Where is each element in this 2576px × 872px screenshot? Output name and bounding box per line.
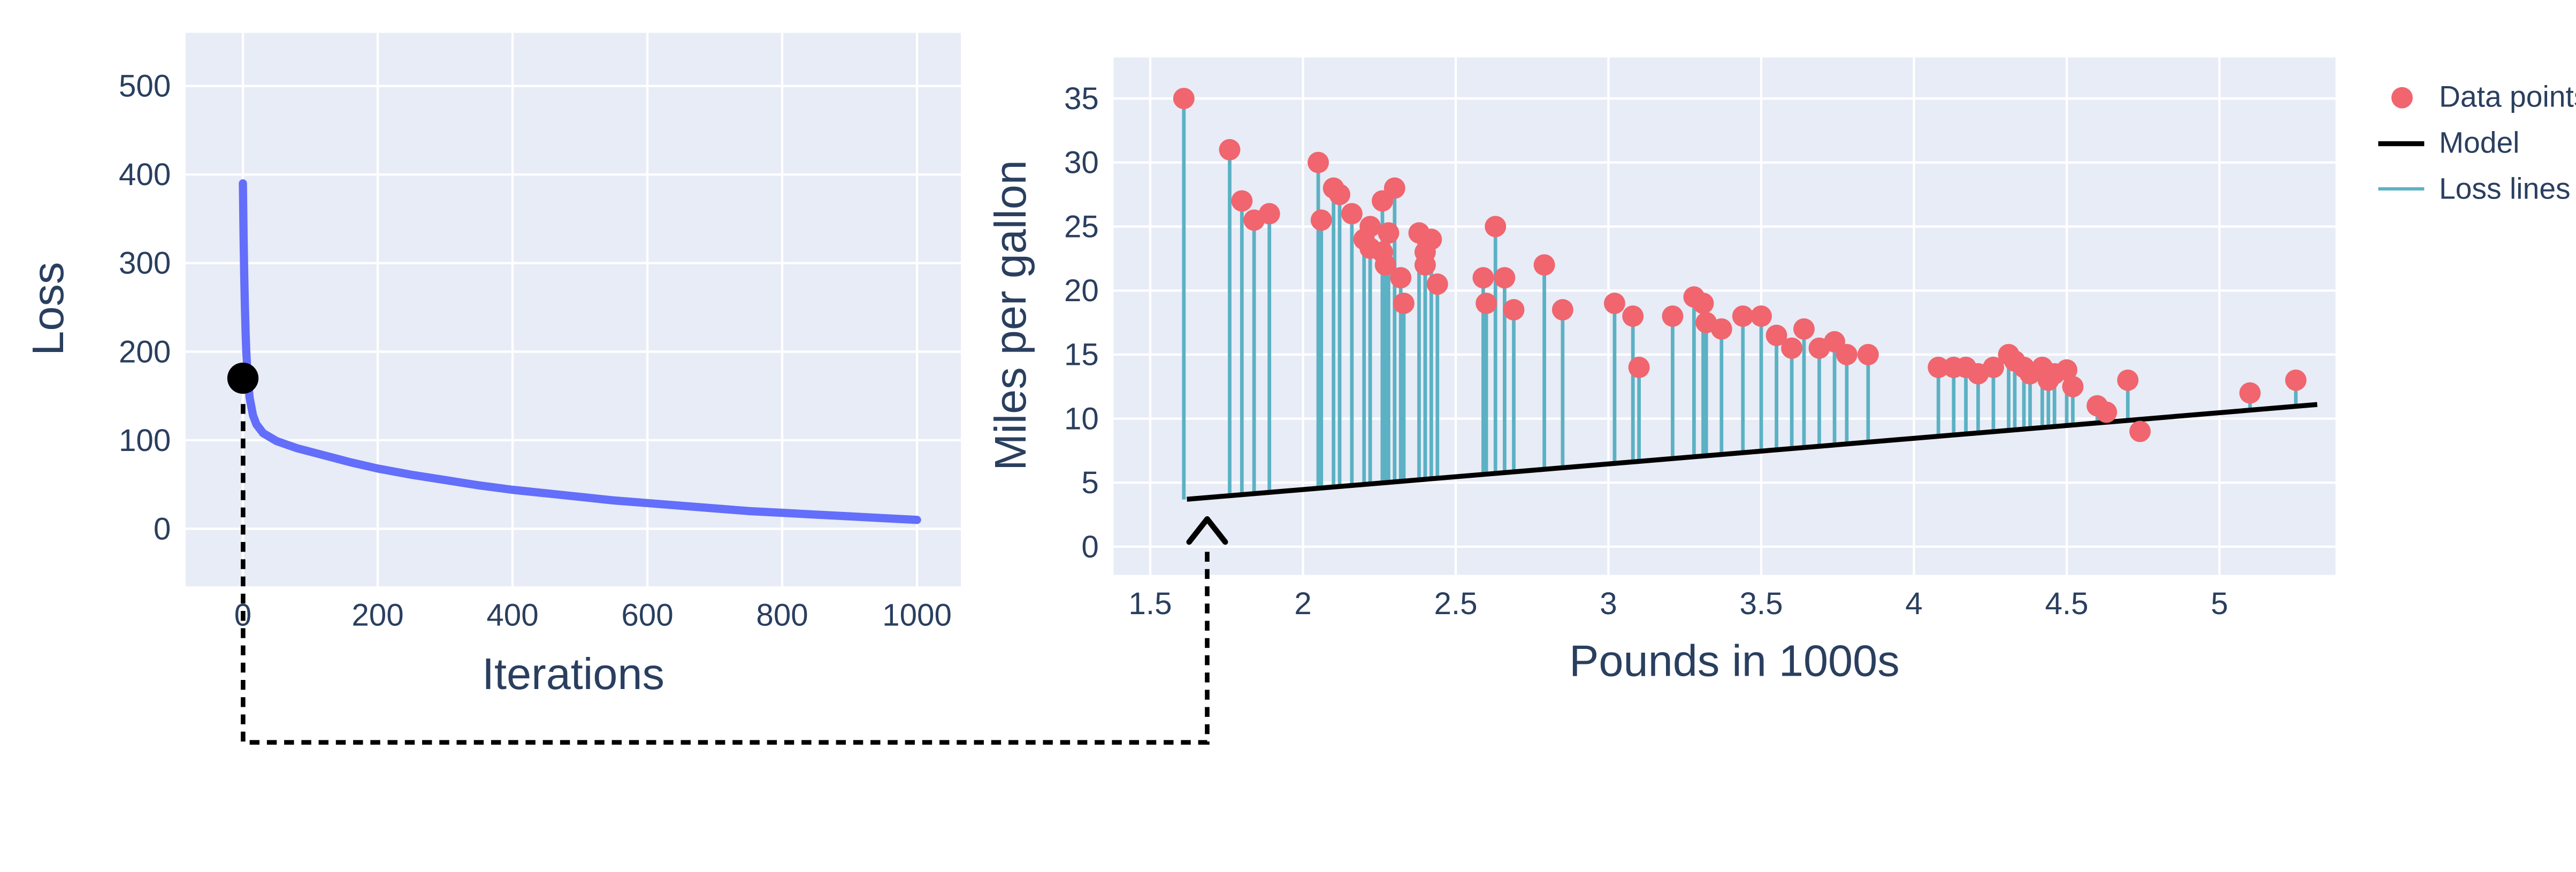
legend: Data points Model Loss lines [2378, 75, 2576, 210]
y-tick-label: 0 [154, 511, 171, 546]
data-point[interactable] [1341, 203, 1363, 225]
y-tick-label: 100 [119, 423, 171, 458]
data-point[interactable] [1836, 343, 1858, 365]
x-tick-label: 2 [1294, 586, 1311, 621]
data-point[interactable] [1603, 293, 1625, 314]
data-point[interactable] [1329, 183, 1350, 205]
current-iteration-marker[interactable] [227, 362, 259, 394]
data-point[interactable] [1494, 267, 1516, 289]
y-tick-label: 10 [1064, 401, 1099, 436]
data-point[interactable] [1308, 151, 1329, 173]
data-point[interactable] [1793, 318, 1815, 340]
data-point[interactable] [1393, 293, 1415, 314]
x-tick-label: 1000 [882, 598, 952, 633]
data-point[interactable] [2239, 382, 2261, 404]
x-tick-label: 200 [351, 598, 403, 633]
data-point[interactable] [1485, 216, 1507, 238]
data-point[interactable] [1622, 305, 1644, 327]
data-point[interactable] [1219, 139, 1241, 160]
data-point[interactable] [1374, 254, 1396, 276]
data-point[interactable] [1476, 293, 1497, 314]
data-point[interactable] [1503, 299, 1525, 320]
data-point[interactable] [1732, 305, 1754, 327]
x-tick-label: 2.5 [1434, 586, 1477, 621]
mpg-y-axis-title: Miles per gallon [986, 160, 1036, 471]
x-tick-label: 4.5 [2045, 586, 2088, 621]
data-point[interactable] [1857, 343, 1879, 365]
data-point[interactable] [1765, 324, 1787, 346]
x-tick-label: 800 [756, 598, 808, 633]
x-tick-label: 600 [621, 598, 673, 633]
legend-label: Data points [2439, 79, 2576, 113]
data-point[interactable] [1628, 356, 1650, 378]
y-tick-label: 5 [1081, 465, 1098, 500]
legend-marker-icon [2378, 86, 2424, 108]
loss-curve-line [239, 179, 921, 524]
x-tick-label: 3 [1600, 586, 1617, 621]
data-point[interactable] [1310, 209, 1332, 231]
data-point[interactable] [1928, 356, 1950, 378]
x-tick-label: 4 [1905, 586, 1922, 621]
data-point[interactable] [2096, 401, 2118, 423]
data-point[interactable] [1551, 299, 1573, 320]
data-point[interactable] [1533, 254, 1555, 276]
data-point[interactable] [1692, 293, 1714, 314]
data-point[interactable] [1472, 267, 1494, 289]
data-point[interactable] [2062, 376, 2084, 397]
data-point[interactable] [1258, 203, 1280, 225]
y-tick-label: 25 [1064, 209, 1099, 244]
arrow-up-icon [1186, 516, 1228, 545]
y-tick-label: 35 [1064, 81, 1099, 116]
data-point[interactable] [2285, 369, 2307, 391]
loss-y-axis-title: Loss [24, 262, 73, 356]
data-point[interactable] [1781, 337, 1803, 359]
legend-line-icon [2378, 140, 2425, 146]
pounds-x-axis-title: Pounds in 1000s [1569, 636, 1900, 686]
data-point[interactable] [1751, 305, 1772, 327]
data-point[interactable] [1426, 273, 1448, 295]
legend-line-icon [2378, 187, 2425, 191]
legend-item-data-points[interactable]: Data points [2378, 75, 2576, 118]
data-point[interactable] [1420, 228, 1442, 250]
y-tick-label: 15 [1064, 338, 1099, 372]
loss-x-axis-title: Iterations [481, 649, 664, 699]
data-point[interactable] [1383, 177, 1405, 199]
x-tick-label: 3.5 [1739, 586, 1783, 621]
data-point[interactable] [2117, 369, 2139, 391]
data-point[interactable] [1173, 88, 1195, 110]
y-tick-label: 300 [119, 246, 171, 281]
legend-label: Model [2439, 125, 2520, 159]
data-point[interactable] [1390, 267, 1412, 289]
x-tick-label: 1.5 [1128, 586, 1172, 621]
legend-label: Loss lines [2439, 171, 2571, 205]
connector-dashed-line [241, 404, 1210, 745]
model-line [1187, 402, 2318, 502]
data-point[interactable] [2129, 420, 2151, 442]
legend-item-loss-lines[interactable]: Loss lines [2378, 167, 2576, 210]
data-point[interactable] [1662, 305, 1684, 327]
data-point[interactable] [1414, 254, 1436, 276]
data-point[interactable] [1359, 216, 1381, 238]
data-point[interactable] [1378, 222, 1400, 244]
y-tick-label: 200 [119, 334, 171, 369]
data-point[interactable] [1231, 190, 1253, 212]
y-tick-label: 400 [119, 157, 171, 192]
x-tick-label: 400 [486, 598, 538, 633]
y-tick-label: 30 [1064, 146, 1099, 180]
y-tick-label: 20 [1064, 273, 1099, 308]
data-point[interactable] [1710, 318, 1732, 340]
data-point[interactable] [2056, 359, 2077, 381]
y-tick-label: 500 [119, 69, 171, 104]
legend-item-model[interactable]: Model [2378, 121, 2576, 164]
data-point[interactable] [1983, 356, 2004, 378]
y-tick-label: 0 [1081, 530, 1098, 564]
x-tick-label: 5 [2211, 586, 2228, 621]
